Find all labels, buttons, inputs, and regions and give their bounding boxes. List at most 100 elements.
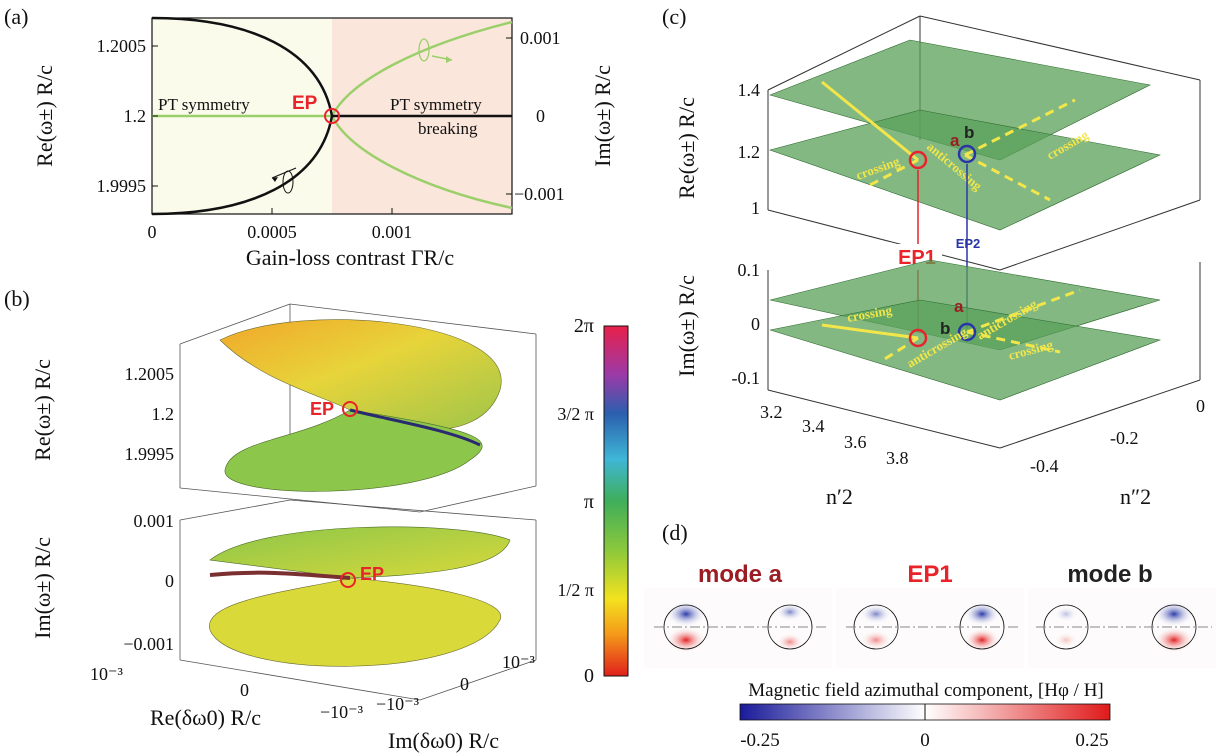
panel-a-ylabel-right: Im(ω±) R/c (590, 65, 615, 167)
field-map-mode-a (644, 588, 832, 668)
tick-x-3: 0.001 (372, 222, 413, 242)
tick-b-y2-1: −10⁻³ (376, 694, 420, 714)
panel-a-xlabel: Gain-loss contrast ΓR/c (246, 245, 454, 270)
tick-b-x-3: −10⁻³ (320, 702, 364, 722)
panel-a-label: (a) (4, 4, 28, 29)
panel-b-bottom-ylabel: Im(ω±) R/c (30, 537, 55, 639)
tick-n2p-4: 3.8 (886, 448, 909, 468)
tick-n2pp-3: -0.4 (1030, 456, 1059, 476)
tick-b-top-1: 1.2005 (125, 364, 175, 384)
im-plane-lower (769, 299, 1162, 401)
cbar-tick-4: 1/2 π (557, 580, 594, 600)
real-axis-arrowhead (272, 177, 278, 182)
re-surface-lower (224, 409, 483, 492)
ep-marker-b-top (342, 401, 358, 417)
mode-a-title: mode a (698, 561, 783, 588)
imag-axis-arrowhead (446, 56, 452, 63)
cbar-tick-3: π (584, 491, 594, 513)
tick-b-y2-2: 0 (460, 674, 469, 694)
tick-left-2: 1.2 (124, 106, 147, 126)
ep2-marker-re (957, 144, 977, 164)
tick-x-2: 0.0005 (247, 222, 297, 242)
tick-c-top-3: 1 (751, 198, 760, 218)
im-surface-lower (209, 577, 502, 667)
pt-symmetry-label: PT symmetry (158, 95, 250, 114)
tick-n2p-3: 3.6 (844, 432, 867, 452)
tick-x-1: 0 (148, 222, 157, 242)
panel-a: (a) EP PT symmetry PT symmetry breaking … (4, 4, 615, 270)
mode-b-re-label: b (964, 123, 974, 142)
tick-c-bot-3: -0.1 (732, 368, 761, 388)
n2pp-label: n″2 (1120, 484, 1151, 509)
ep-label-b-top: EP (310, 399, 334, 419)
panel-c-bottom-ylabel: Im(ω±) R/c (674, 275, 699, 377)
tick-b-x-2: 0 (240, 680, 249, 700)
tick-c-bot-2: 0 (751, 314, 760, 334)
tick-b-top-3: 1.9995 (125, 444, 175, 464)
panel-b-top-ylabel: Re(ω±) R/c (30, 359, 55, 461)
field-cbar-tick-3: 0.25 (1075, 730, 1108, 751)
field-map-mode-b (1028, 588, 1216, 668)
tick-right-1: 0.001 (520, 28, 561, 48)
field-cbar-tick-2: 0 (920, 730, 930, 751)
panel-b-ylabel2: Im(δω0) R/c (388, 728, 499, 753)
tick-c-top-1: 1.4 (738, 80, 761, 100)
panel-c-bottom-box (767, 262, 1201, 449)
tick-b-bot-3: −0.001 (123, 634, 174, 654)
real-axis-loop (282, 170, 294, 194)
panel-a-ticks (152, 37, 512, 214)
ep1-title: EP1 (907, 561, 952, 588)
panel-c: (c) crossing anticrossing crossing a b 1… (662, 4, 1205, 509)
tick-b-top-2: 1.2 (152, 404, 175, 424)
tick-c-top-2: 1.2 (738, 142, 761, 162)
cbar-tick-2: 3/2 π (557, 404, 594, 424)
tick-right-2: 0 (536, 106, 545, 126)
ep-label: EP (292, 93, 318, 114)
panel-a-ylabel-left: Re(ω±) R/c (32, 65, 57, 167)
im-crossing-line (821, 323, 919, 340)
n2p-label: n′2 (826, 484, 853, 509)
field-map-ep1 (836, 588, 1024, 668)
panel-b-bottom-box (179, 499, 537, 701)
panel-c-top-ylabel: Re(ω±) R/c (674, 97, 699, 199)
tick-b-bot-1: 0.001 (134, 511, 175, 531)
ep1-marker-im (908, 328, 928, 348)
ep-marker-b-bottom (340, 572, 356, 588)
re-surface-seam (349, 408, 481, 447)
imag-axis-loop (418, 38, 430, 62)
mode-a-re-label: a (950, 131, 960, 150)
imag-curve-lower (330, 115, 513, 210)
tick-right-3: −0.001 (514, 184, 565, 204)
tick-n2p-2: 3.4 (802, 416, 825, 436)
pt-breaking-label-1: PT symmetry (390, 95, 482, 114)
panel-b: (b) EP 1.2005 1.2 1.9995 Re(ω±) R/c (4, 286, 629, 753)
tick-left-3: 1.9995 (97, 176, 147, 196)
mode-a-im-label: a (954, 297, 964, 316)
panel-b-label: (b) (4, 286, 30, 311)
re-crossing-line (821, 80, 919, 162)
tick-left-1: 1.2005 (97, 36, 147, 56)
tick-c-bot-1: 0.1 (738, 260, 761, 280)
pt-breaking-label-2: breaking (418, 119, 478, 138)
re-dashed-lines (869, 98, 1076, 202)
re-surface-upper (219, 319, 502, 431)
ep2-marker-im (957, 322, 977, 342)
panel-d-label: (d) (662, 520, 688, 545)
cbar-tick-1: 2π (574, 315, 594, 337)
im-surface-seam (209, 570, 351, 580)
ep-label-b-bottom: EP (360, 564, 384, 584)
tick-n2pp-2: -0.2 (1110, 428, 1139, 448)
tick-b-bot-2: 0 (165, 571, 174, 591)
imag-curve-upper (330, 20, 513, 117)
re-plane-lower (768, 109, 1161, 231)
real-axis-arrow (271, 167, 297, 179)
ep2-label: EP2 (956, 236, 981, 251)
panel-c-label: (c) (662, 4, 686, 29)
ep1-marker-re (908, 150, 928, 170)
ep-marker (324, 108, 340, 124)
tick-n2pp-1: 0 (1196, 396, 1205, 416)
tick-b-x-1: 10⁻³ (90, 664, 124, 684)
cbar-tick-5: 0 (584, 665, 594, 687)
field-colorbar-title: Magnetic field azimuthal component, [Hφ … (748, 680, 1104, 701)
